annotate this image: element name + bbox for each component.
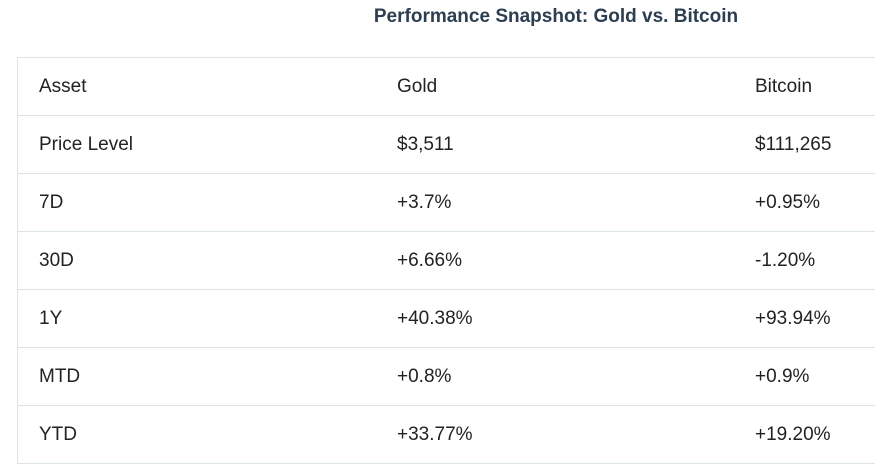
table-row: 7D +3.7% +0.95% bbox=[18, 174, 875, 232]
table-row: YTD +33.77% +19.20% bbox=[18, 406, 875, 464]
table-cell: 7D bbox=[39, 191, 64, 213]
table-cell: +6.66% bbox=[397, 249, 462, 271]
table-cell: +0.95% bbox=[755, 191, 820, 213]
table-cell: +33.77% bbox=[397, 423, 473, 445]
table-title: Performance Snapshot: Gold vs. Bitcoin bbox=[373, 6, 739, 27]
table-cell: +40.38% bbox=[397, 307, 473, 329]
table-row: Price Level $3,511 $111,265 bbox=[18, 116, 875, 174]
table-cell: +0.9% bbox=[755, 365, 810, 387]
column-header: Asset bbox=[39, 75, 87, 97]
table-cell: YTD bbox=[39, 423, 77, 445]
table-cell: $111,265 bbox=[755, 133, 832, 155]
table-cell: 1Y bbox=[39, 307, 63, 329]
table-row: MTD +0.8% +0.9% bbox=[18, 348, 875, 406]
table-cell: MTD bbox=[39, 365, 81, 387]
table-cell: 30D bbox=[39, 249, 74, 271]
header-row: Asset Gold Bitcoin bbox=[18, 58, 875, 116]
column-header: Bitcoin bbox=[755, 75, 813, 97]
column-header: Gold bbox=[397, 75, 438, 97]
table-cell: -1.20% bbox=[755, 249, 816, 271]
table: Asset Gold Bitcoin Price Level $3,511 $111,26… bbox=[17, 57, 875, 464]
table-cell: $3,511 bbox=[397, 133, 454, 155]
table-cell: Price Level bbox=[39, 133, 133, 155]
table-cell: +93.94% bbox=[755, 307, 831, 329]
table-row: 30D +6.66% -1.20% bbox=[18, 232, 875, 290]
table-row: 1Y +40.38% +93.94% bbox=[18, 290, 875, 348]
table-cell: +3.7% bbox=[397, 191, 452, 213]
table-cell: +19.20% bbox=[755, 423, 831, 445]
table-cell: +0.8% bbox=[397, 365, 452, 387]
